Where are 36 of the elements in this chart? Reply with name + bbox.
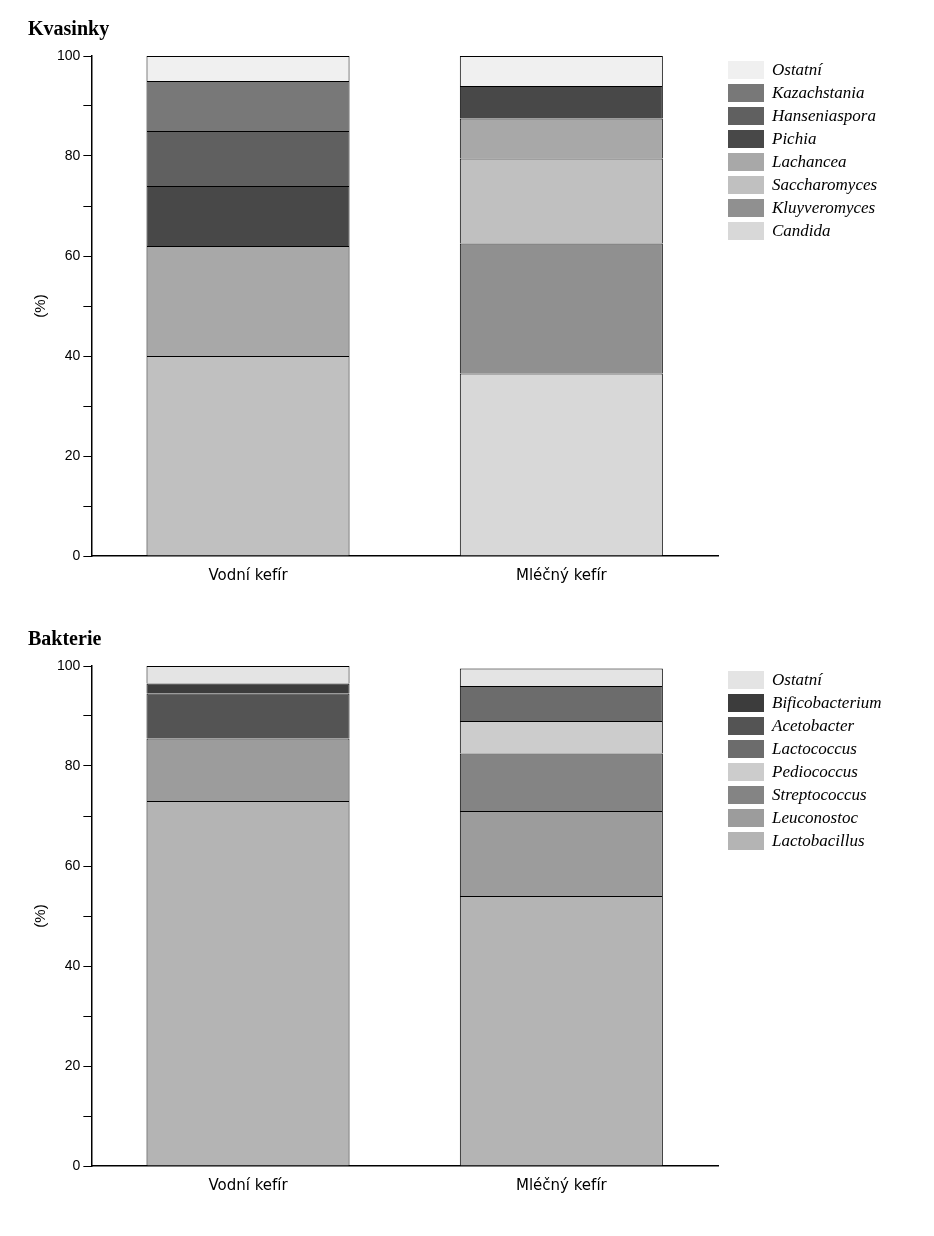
- x-tick-label: Mléčný kefír: [515, 1175, 608, 1194]
- chart-title: Bakterie: [28, 627, 102, 650]
- y-tick-label: 100: [57, 656, 81, 673]
- legend-label: Bificobacterium: [772, 692, 882, 713]
- legend-label: Leuconostoc: [772, 807, 858, 828]
- x-tick-label: Vodní kefír: [208, 565, 289, 584]
- legend-label: Lachancea: [772, 151, 847, 172]
- y-tick-label: 100: [57, 46, 81, 63]
- y-axis-title: (%): [31, 294, 49, 318]
- x-tick-label: Mléčný kefír: [515, 565, 608, 584]
- legend-label: Lactococcus: [772, 738, 857, 759]
- y-tick-label: 20: [64, 1056, 81, 1073]
- y-tick-label: 80: [64, 756, 81, 773]
- y-tick-label: 60: [64, 856, 81, 873]
- y-tick-label: 60: [64, 246, 81, 263]
- chart-title: Kvasinky: [28, 17, 110, 41]
- y-tick-label: 0: [72, 1156, 81, 1173]
- legend-label: Kazachstania: [772, 82, 865, 103]
- legend-label: Saccharomyces: [772, 174, 878, 195]
- legend-label: Pediococcus: [772, 761, 858, 782]
- y-axis-title: (%): [31, 904, 49, 928]
- legend-label: Kluyveromyces: [772, 197, 876, 218]
- legend-label: Lactobacillus: [772, 830, 865, 851]
- legend-label: Pichia: [772, 128, 817, 149]
- y-tick-label: 80: [64, 146, 81, 163]
- legend-label: Ostatní: [772, 669, 823, 690]
- y-tick-label: 40: [64, 956, 81, 973]
- y-tick-label: 0: [72, 546, 81, 563]
- y-tick-label: 40: [64, 346, 81, 363]
- legend-label: Acetobacter: [772, 715, 855, 736]
- legend-label: Hanseniaspora: [772, 105, 876, 126]
- y-tick-label: 20: [64, 446, 81, 463]
- legend-label: Candida: [772, 220, 831, 241]
- legend-label: Ostatní: [772, 59, 823, 80]
- legend-label: Streptococcus: [772, 784, 867, 805]
- x-tick-label: Vodní kefír: [208, 1175, 289, 1194]
